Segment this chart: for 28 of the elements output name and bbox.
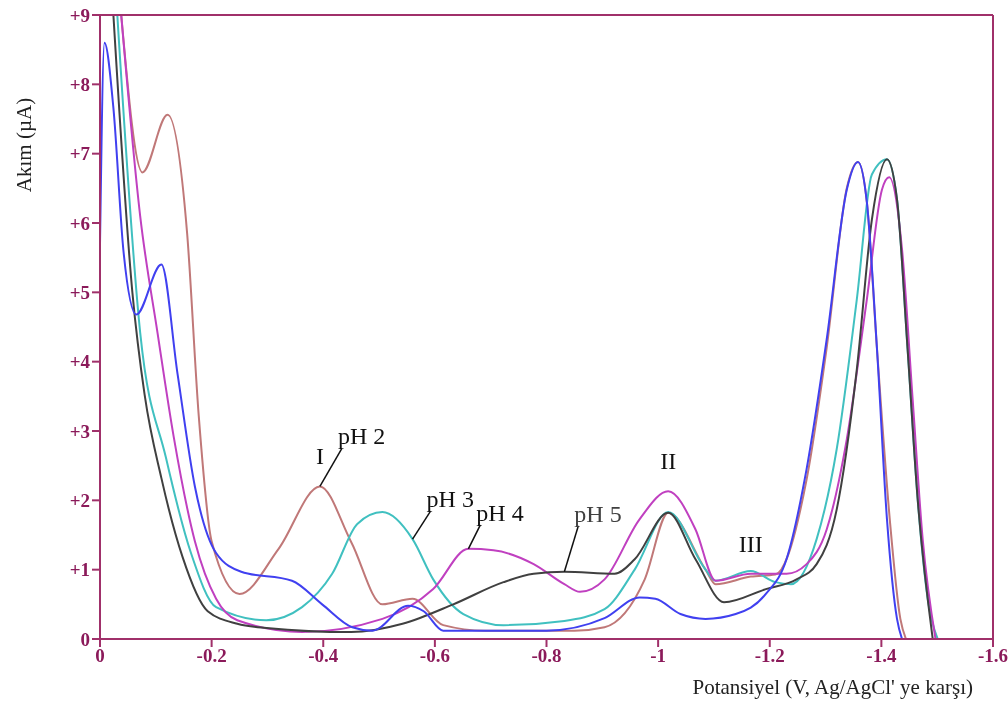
x-tick-label: -0.4 <box>308 645 339 667</box>
y-tick-label: +7 <box>69 143 91 165</box>
series-label: pH 2 <box>337 423 386 450</box>
y-axis-title: Akım (µA) <box>11 97 36 193</box>
y-tick-label: +2 <box>69 490 90 512</box>
x-tick-label: -1 <box>650 645 667 667</box>
x-tick-label: 0 <box>95 645 105 667</box>
x-axis-title: Potansiyel (V, Ag/AgCl' ye karşı) <box>692 675 973 699</box>
y-tick-label: 0 <box>80 628 90 650</box>
annotation: II <box>660 448 677 475</box>
y-tick-label: +6 <box>69 212 90 234</box>
series-label: pH 4 <box>476 499 524 526</box>
x-tick-label: -0.8 <box>531 645 562 667</box>
y-tick-label: +5 <box>69 282 90 304</box>
x-tick-label: -1.2 <box>754 645 785 667</box>
y-tick-label: +3 <box>69 420 90 442</box>
x-tick-label: -1.6 <box>977 645 1008 667</box>
y-tick-label: +4 <box>69 351 91 373</box>
annotation: I <box>315 443 324 470</box>
x-tick-label: -0.6 <box>419 645 450 667</box>
series-label: pH 5 <box>574 500 622 527</box>
annotation: III <box>738 530 763 557</box>
y-tick-label: +9 <box>69 4 90 26</box>
series-label: pH 3 <box>426 486 474 513</box>
x-tick-label: -1.4 <box>866 645 897 667</box>
x-tick-label: -0.2 <box>196 645 227 667</box>
y-tick-label: +1 <box>69 559 90 581</box>
y-tick-label: +8 <box>69 74 90 96</box>
